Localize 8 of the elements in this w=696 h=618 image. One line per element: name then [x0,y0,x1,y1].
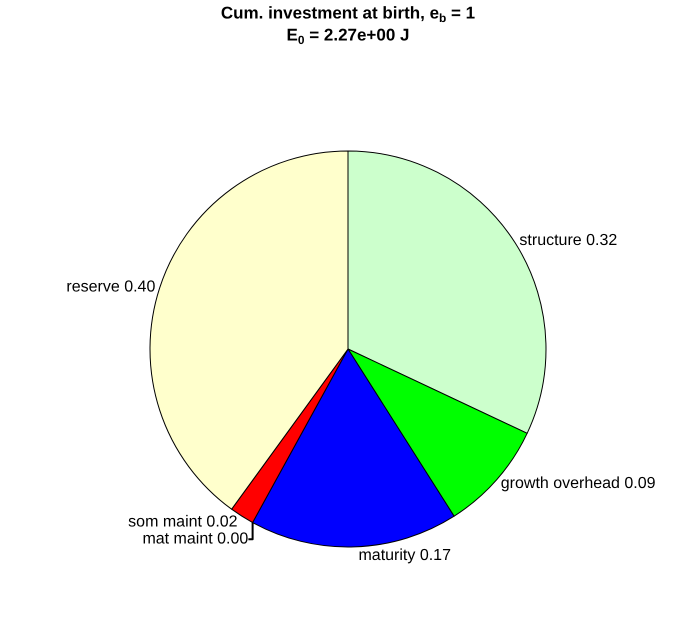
slice-label: structure 0.32 [519,232,618,249]
chart-subtitle: E$_{0}$ = 2.27e+00 J [286,26,410,48]
chart-title: Cum. investment at birth, e$_{b}$ = 1 [220,4,476,26]
slice-label: growth overhead 0.09 [500,475,656,492]
slice-label: som maint 0.02 [128,514,238,531]
category-label: mat maint 0.00 [142,530,248,548]
slice-label: reserve 0.40 [66,278,156,296]
slice-label: maturity 0.17 [358,546,452,564]
